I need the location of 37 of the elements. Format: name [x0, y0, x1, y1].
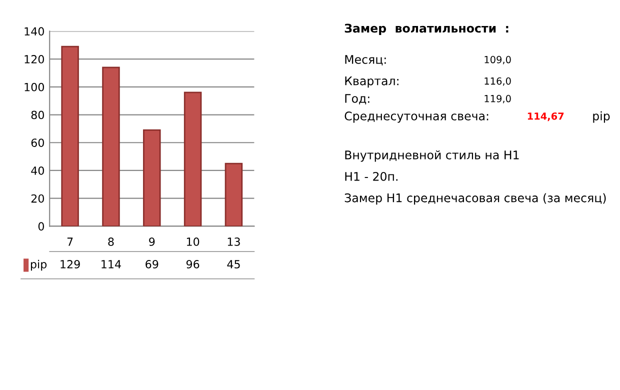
text: H1 - 20п.	[345, 172, 398, 181]
y-tick-label: 60	[31, 138, 44, 148]
bar	[61, 46, 79, 226]
text: 109,0	[484, 56, 511, 64]
text: 114,67	[528, 112, 564, 122]
text: 116,0	[484, 77, 511, 86]
legend-label: pip	[30, 260, 47, 271]
y-tick-label: 0	[38, 222, 44, 231]
bar	[143, 129, 161, 226]
y-tick-label: 20	[31, 194, 44, 203]
data-label: 129	[60, 260, 80, 268]
y-tick-label: 100	[24, 82, 44, 92]
y-tick-label: 140	[24, 27, 44, 36]
x-tick-label: 9	[149, 238, 155, 246]
x-tick-label: 8	[108, 238, 114, 246]
text: Среднесуточная свеча:	[344, 111, 488, 123]
text: Внутридневной стиль на H1	[345, 150, 519, 162]
data-label: 96	[186, 260, 200, 268]
bar	[224, 162, 243, 226]
bar	[184, 92, 202, 226]
text: pip	[593, 111, 610, 123]
text: 119,0	[484, 94, 511, 104]
text: Замер волатильности :	[344, 24, 508, 35]
x-tick-label: 7	[67, 238, 73, 246]
data-label: 69	[146, 260, 158, 268]
y-tick-label: 80	[31, 110, 44, 120]
y-tick-label: 40	[31, 166, 44, 175]
y-tick-label: 120	[24, 55, 44, 64]
data-label: 45	[227, 260, 240, 268]
text: Квартал:	[345, 76, 398, 88]
data-label: 114	[102, 260, 121, 268]
bar	[102, 66, 120, 226]
x-tick-label: 10	[186, 238, 200, 246]
x-tick-label: 13	[228, 238, 240, 246]
text: Месяц:	[345, 55, 386, 66]
text: Год:	[345, 94, 370, 104]
text: Замер H1 среднечасовая свеча (за месяц)	[344, 193, 606, 205]
